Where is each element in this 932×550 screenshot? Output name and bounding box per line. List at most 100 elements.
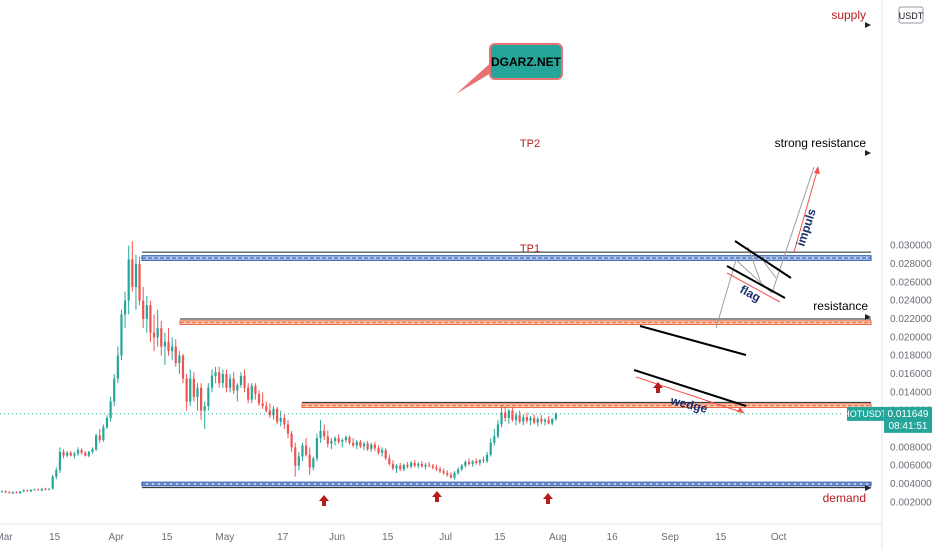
time-tick-label: Mar [0, 532, 13, 543]
price-tick-label: 0.024000 [890, 296, 932, 307]
candle-body [402, 464, 405, 470]
candle-body [518, 415, 521, 422]
annotation-labels: DGARZ.NET supply strong resistance TP2 T… [491, 8, 868, 505]
candle-body [250, 385, 253, 400]
candle-body [196, 387, 199, 397]
candle-body [113, 378, 116, 402]
price-axis: 0.0020000.0040000.0060000.0080000.010000… [890, 241, 932, 509]
bounce-arrow-1 [319, 495, 329, 506]
candle-body [33, 489, 36, 491]
candle-body [8, 492, 11, 494]
price-tick-label: 0.008000 [890, 442, 932, 453]
candle-body [301, 445, 304, 457]
candle-body [286, 424, 290, 434]
candle-body [482, 460, 485, 462]
candle-body [0, 491, 4, 493]
candle-body [261, 403, 264, 407]
price-tick-label: 0.028000 [890, 259, 932, 270]
flag-upper-line [734, 240, 792, 279]
candle-body [102, 427, 105, 440]
time-tick-label: Apr [108, 532, 124, 543]
candle-body [268, 410, 271, 416]
candle-body [232, 378, 235, 391]
price-tick-label: 0.018000 [890, 351, 932, 362]
candle-body [352, 442, 355, 446]
candle-body [4, 491, 7, 493]
price-tick-label: 0.026000 [890, 277, 932, 288]
candle-body [381, 450, 384, 453]
demand-label: demand [823, 491, 866, 505]
candle-body [525, 417, 528, 421]
candle-body [22, 490, 25, 492]
candle-body [283, 417, 286, 425]
wedge-red-arrowhead [737, 407, 744, 413]
candle-body [384, 450, 387, 459]
candle-body [308, 454, 311, 468]
candle-body [370, 444, 373, 450]
time-tick-label: 16 [607, 532, 619, 543]
time-tick-label: 17 [277, 532, 289, 543]
candle-body [145, 305, 148, 319]
watermark-callout-tail [456, 58, 496, 94]
quote-unit-label: USDT [899, 11, 924, 21]
candle-body [69, 452, 72, 456]
candle-body [192, 378, 195, 397]
candle-body [438, 469, 442, 472]
candle-body [84, 452, 87, 456]
candle-body [453, 472, 456, 478]
candle-body [493, 436, 496, 443]
candle-body [142, 300, 145, 319]
time-tick-label: Sep [661, 532, 679, 543]
strong-resistance-label: strong resistance [775, 136, 867, 150]
candle-body [312, 458, 315, 468]
candle-body [73, 453, 76, 456]
price-tick-label: 0.030000 [890, 241, 932, 252]
candle-body [489, 442, 492, 455]
supply-label: supply [831, 8, 866, 22]
time-tick-label: Oct [771, 532, 787, 543]
bounce-arrow-2 [432, 491, 442, 502]
candle-body [362, 443, 366, 447]
candle-body [504, 412, 507, 418]
candle-body [62, 451, 65, 456]
candle-body [134, 263, 138, 287]
candle-body [428, 464, 431, 466]
candle-body [467, 461, 471, 464]
candle-body [399, 465, 402, 470]
candle-body [294, 447, 297, 466]
last-price-value: 0.011649 [888, 409, 929, 420]
time-tick-label: 15 [494, 532, 506, 543]
symbol-tag-bg [847, 406, 884, 421]
candle-body [58, 451, 62, 471]
candle-body [200, 387, 203, 411]
price-tag-bg [884, 406, 932, 433]
candle-body [536, 418, 539, 423]
candle-body [123, 300, 127, 315]
candle-body [485, 454, 489, 462]
price-tick-label: 0.006000 [890, 461, 932, 472]
candle-body [214, 372, 217, 376]
candle-body [554, 413, 557, 419]
candle-body [460, 465, 463, 470]
candle-body [355, 441, 358, 446]
candle-body [304, 445, 308, 455]
resistance-label: resistance [813, 299, 868, 313]
impuls-arrowhead [814, 166, 820, 174]
candle-body [218, 372, 221, 384]
drawings [319, 22, 871, 506]
candle-body [29, 489, 33, 492]
impuls-arrow-line [793, 167, 819, 253]
candle-body [185, 378, 188, 402]
price-tick-label: 0.020000 [890, 332, 932, 343]
candle-body [51, 476, 54, 489]
candle-body [91, 449, 94, 452]
candle-body [80, 450, 83, 453]
candle-body [391, 463, 395, 469]
flag-zigzag-2 [760, 257, 777, 279]
candle-body [507, 410, 510, 418]
candle-body [442, 471, 445, 473]
candle-body [189, 378, 192, 402]
quote-unit-box[interactable] [898, 6, 924, 24]
candle-body [149, 305, 152, 333]
